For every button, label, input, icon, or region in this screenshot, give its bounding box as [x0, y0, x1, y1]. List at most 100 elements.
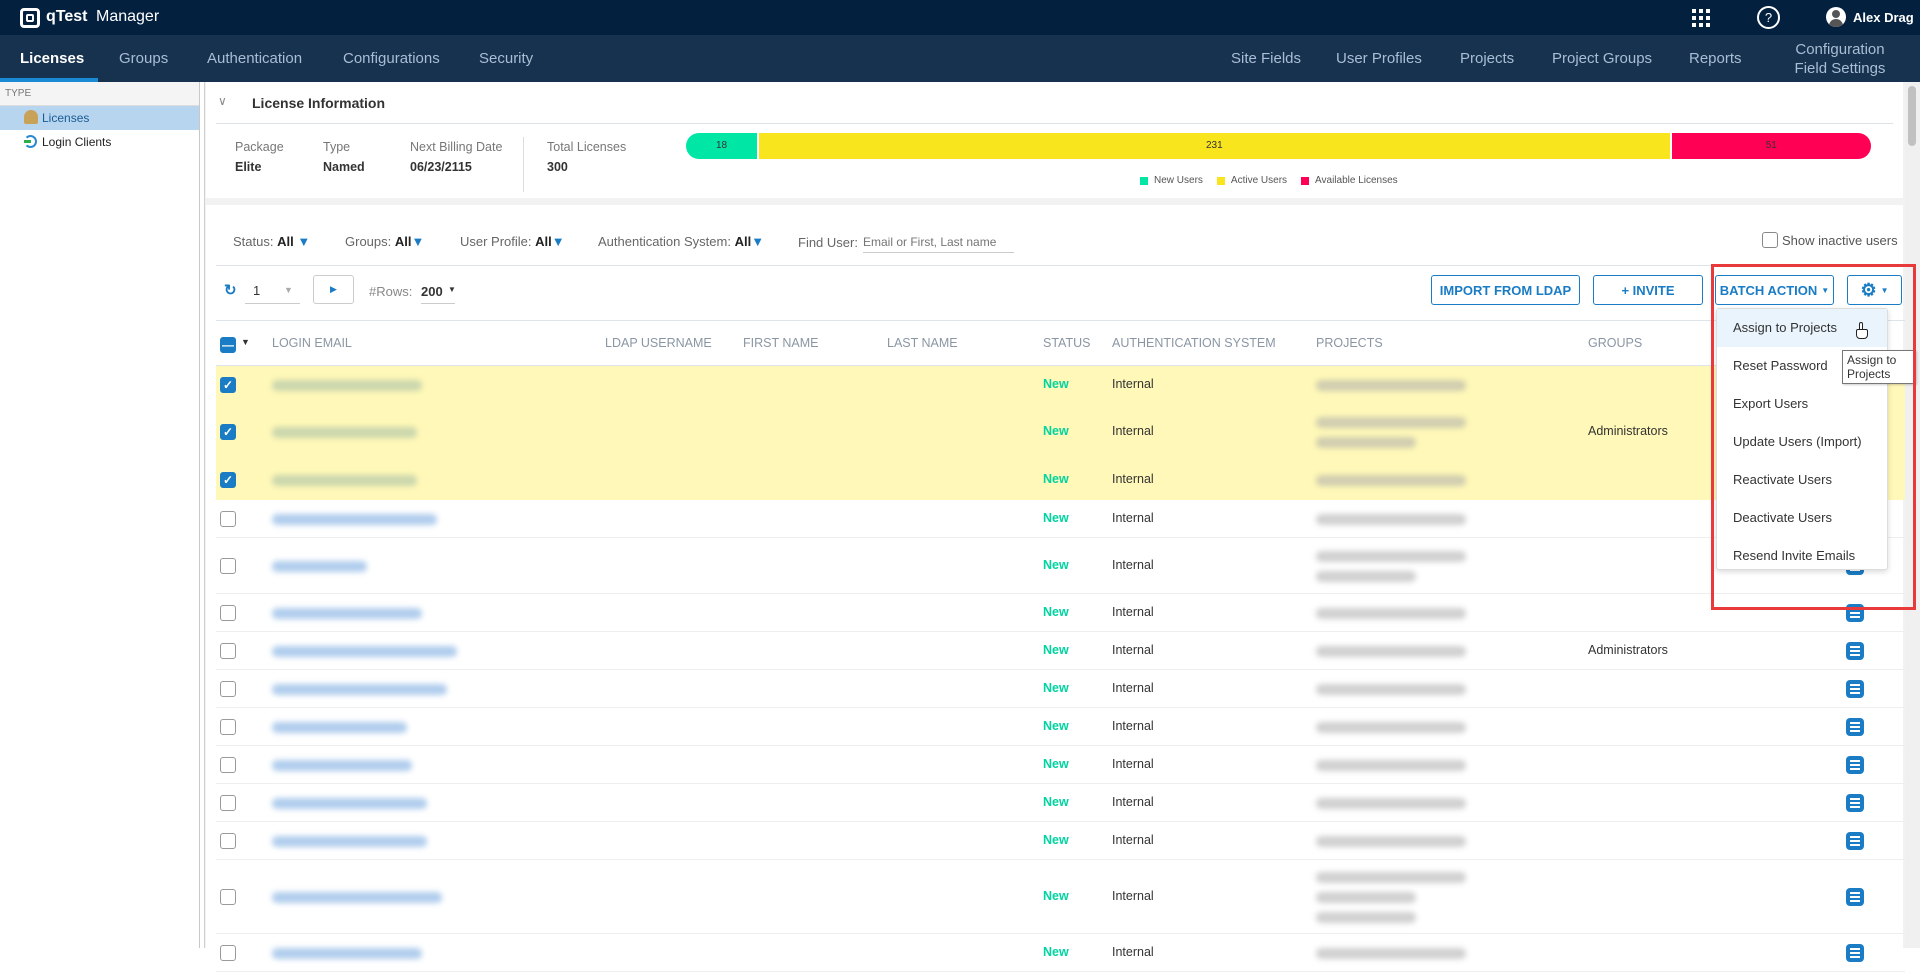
row-checkbox[interactable] — [220, 681, 236, 697]
nav-projects[interactable]: Projects — [1460, 50, 1515, 67]
table-row[interactable]: New Internal — [216, 860, 1905, 934]
rows-select[interactable]: 200 ▼ — [421, 278, 456, 304]
batch-menu-item[interactable]: Resend Invite Emails — [1733, 548, 1856, 563]
login-email-redacted[interactable] — [272, 514, 437, 525]
scrollbar-thumb[interactable] — [1908, 86, 1916, 146]
table-row[interactable]: ✓ New Internal Administrators — [216, 404, 1905, 460]
nav-user-profiles[interactable]: User Profiles — [1336, 50, 1422, 67]
batch-menu-item[interactable]: Reactivate Users — [1733, 472, 1832, 487]
user-profile-filter[interactable]: User Profile: All▼ — [460, 234, 565, 249]
batch-menu-item[interactable]: Export Users — [1733, 396, 1809, 411]
sidebar-item-licenses[interactable]: Licenses — [0, 106, 199, 130]
row-actions-list-icon[interactable] — [1846, 832, 1864, 850]
header-projects[interactable]: PROJECTS — [1316, 336, 1383, 350]
row-checkbox[interactable] — [220, 643, 236, 659]
authentication-system-filter[interactable]: Authentication System: All▼ — [598, 234, 764, 249]
row-checkbox[interactable]: ✓ — [220, 377, 236, 393]
row-checkbox[interactable] — [220, 757, 236, 773]
login-email-redacted[interactable] — [272, 760, 412, 771]
status-filter[interactable]: Status: All ▼ — [233, 234, 310, 249]
row-checkbox[interactable]: ✓ — [220, 472, 236, 488]
nav-security[interactable]: Security — [479, 50, 534, 67]
row-checkbox[interactable] — [220, 795, 236, 811]
row-checkbox[interactable] — [220, 605, 236, 621]
header-login-email[interactable]: LOGIN EMAIL — [272, 336, 352, 350]
row-actions-list-icon[interactable] — [1846, 756, 1864, 774]
row-actions-list-icon[interactable] — [1846, 944, 1864, 962]
login-email-redacted[interactable] — [272, 798, 427, 809]
table-row[interactable]: New Internal Administrators — [216, 632, 1905, 670]
table-row[interactable]: New Internal — [216, 538, 1905, 594]
apps-grid-icon[interactable] — [1692, 9, 1710, 27]
row-checkbox[interactable] — [220, 889, 236, 905]
page-select[interactable]: 1 ▼ — [245, 278, 300, 304]
login-email-redacted[interactable] — [272, 380, 422, 391]
settings-button[interactable]: ⚙ ▼ — [1847, 275, 1902, 305]
table-row[interactable]: New Internal — [216, 746, 1905, 784]
nav-authentication[interactable]: Authentication — [207, 50, 303, 67]
nav-project-groups[interactable]: Project Groups — [1552, 50, 1653, 67]
avatar-icon[interactable] — [1826, 7, 1846, 27]
table-row[interactable]: New Internal — [216, 594, 1905, 632]
table-row[interactable]: New Internal — [216, 500, 1905, 538]
show-inactive-checkbox[interactable] — [1762, 232, 1778, 248]
header-groups[interactable]: GROUPS — [1588, 336, 1643, 350]
login-email-redacted[interactable] — [272, 475, 417, 486]
row-actions-list-icon[interactable] — [1846, 680, 1864, 698]
row-checkbox[interactable] — [220, 511, 236, 527]
user-name[interactable]: Alex Drag — [1853, 10, 1914, 25]
login-email-redacted[interactable] — [272, 892, 442, 903]
header-ldap-username[interactable]: LDAP USERNAME — [605, 336, 712, 350]
row-checkbox[interactable]: ✓ — [220, 424, 236, 440]
select-caret-down-icon[interactable]: ▼ — [241, 337, 250, 347]
batch-menu-item[interactable]: Reset Password — [1733, 358, 1828, 373]
nav-groups[interactable]: Groups — [119, 50, 169, 67]
help-icon[interactable]: ? — [1757, 6, 1780, 29]
table-row[interactable]: New Internal — [216, 708, 1905, 746]
table-row[interactable]: New Internal — [216, 822, 1905, 860]
nav-reports[interactable]: Reports — [1689, 50, 1742, 67]
login-email-redacted[interactable] — [272, 684, 447, 695]
table-row[interactable]: New Internal — [216, 934, 1905, 972]
row-checkbox[interactable] — [220, 833, 236, 849]
header-last-name[interactable]: LAST NAME — [887, 336, 958, 350]
nav-site-fields[interactable]: Site Fields — [1231, 50, 1302, 67]
show-inactive-label[interactable]: Show inactive users — [1782, 233, 1898, 248]
row-actions-list-icon[interactable] — [1846, 888, 1864, 906]
header-first-name[interactable]: FIRST NAME — [743, 336, 819, 350]
scrollbar[interactable] — [1905, 82, 1920, 948]
import-from-ldap-button[interactable]: IMPORT FROM LDAP — [1431, 275, 1580, 305]
table-row[interactable]: New Internal — [216, 670, 1905, 708]
batch-menu-item[interactable]: Deactivate Users — [1733, 510, 1832, 525]
find-user-input[interactable] — [863, 231, 1014, 253]
row-checkbox[interactable] — [220, 558, 236, 574]
header-status[interactable]: STATUS — [1043, 336, 1091, 350]
row-actions-list-icon[interactable] — [1846, 718, 1864, 736]
table-row[interactable]: ✓ New Internal — [216, 366, 1905, 404]
login-email-redacted[interactable] — [272, 646, 457, 657]
row-checkbox[interactable] — [220, 945, 236, 961]
row-actions-list-icon[interactable] — [1846, 642, 1864, 660]
collapse-chevron-icon[interactable]: ∨ — [218, 94, 227, 108]
login-email-redacted[interactable] — [272, 948, 422, 959]
login-email-redacted[interactable] — [272, 561, 367, 572]
next-page-button[interactable]: ▶ — [313, 275, 354, 304]
refresh-icon[interactable]: ↻ — [224, 282, 237, 299]
sidebar-item-login-clients[interactable]: Login Clients — [0, 130, 199, 154]
table-row[interactable]: New Internal — [216, 784, 1905, 822]
login-email-redacted[interactable] — [272, 722, 407, 733]
login-email-redacted[interactable] — [272, 427, 417, 438]
batch-menu-item[interactable]: Assign to Projects — [1717, 309, 1887, 347]
header-authentication-system[interactable]: AUTHENTICATION SYSTEM — [1112, 336, 1276, 350]
login-email-redacted[interactable] — [272, 608, 422, 619]
select-all-checkbox[interactable]: — — [220, 337, 236, 353]
nav-licenses[interactable]: Licenses — [20, 50, 85, 67]
table-row[interactable]: ✓ New Internal — [216, 460, 1905, 500]
row-actions-list-icon[interactable] — [1846, 794, 1864, 812]
login-email-redacted[interactable] — [272, 836, 427, 847]
row-actions-list-icon[interactable] — [1846, 604, 1864, 622]
row-checkbox[interactable] — [220, 719, 236, 735]
batch-action-button[interactable]: BATCH ACTION ▼ — [1715, 275, 1834, 305]
groups-filter[interactable]: Groups: All▼ — [345, 234, 424, 249]
nav-configuration-field-settings[interactable]: Configuration Field Settings — [1785, 40, 1895, 78]
